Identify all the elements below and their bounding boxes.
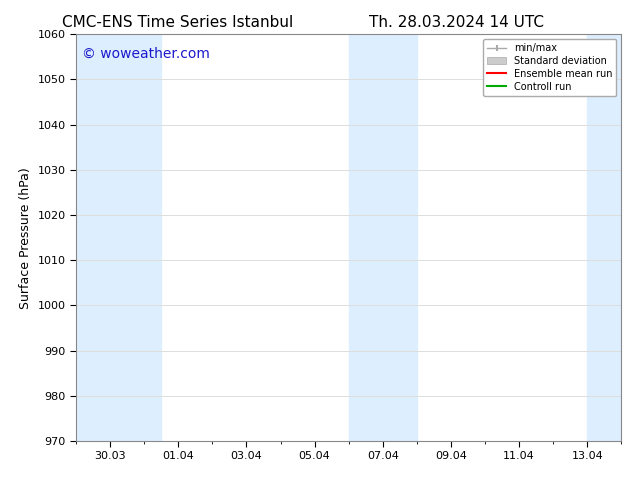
Bar: [76, 34, 161, 441]
Legend: min/max, Standard deviation, Ensemble mean run, Controll run: min/max, Standard deviation, Ensemble me…: [483, 39, 616, 96]
Bar: [587, 34, 621, 441]
Text: © woweather.com: © woweather.com: [82, 47, 209, 60]
Y-axis label: Surface Pressure (hPa): Surface Pressure (hPa): [19, 167, 32, 309]
Text: CMC-ENS Time Series Istanbul: CMC-ENS Time Series Istanbul: [62, 15, 293, 30]
Bar: [349, 34, 417, 441]
Text: Th. 28.03.2024 14 UTC: Th. 28.03.2024 14 UTC: [369, 15, 544, 30]
